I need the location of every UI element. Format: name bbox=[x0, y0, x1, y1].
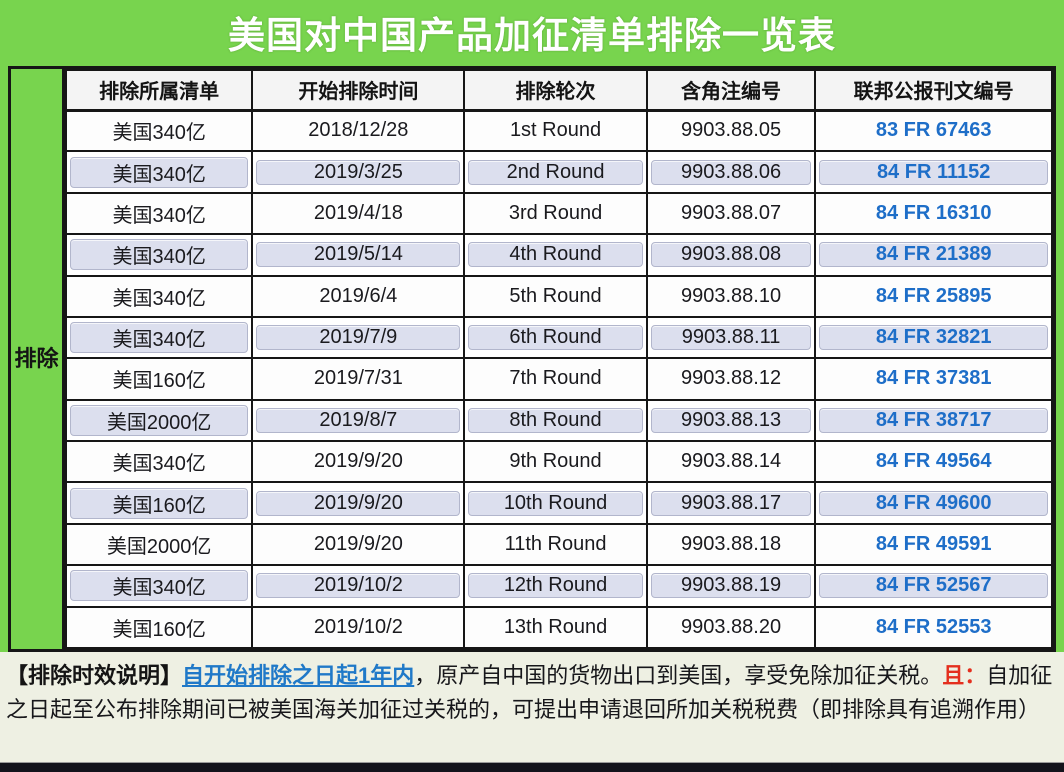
cell-footnote: 9903.88.11 bbox=[645, 315, 817, 360]
table-row: 美国2000亿 2019/8/7 8th Round 9903.88.13 84… bbox=[64, 398, 1053, 443]
table-body: 美国340亿 2018/12/28 1st Round 9903.88.05 8… bbox=[64, 108, 1053, 649]
cell-fr-link[interactable]: 84 FR 11152 bbox=[814, 150, 1053, 194]
cell-fr-link[interactable]: 83 FR 67463 bbox=[814, 108, 1053, 153]
note-body-1: ，原产自中国的货物出口到美国，享受免除加征关税。 bbox=[414, 663, 943, 688]
note-link[interactable]: 自开始排除之日起1年内 bbox=[182, 663, 415, 688]
cell-round: 9th Round bbox=[463, 439, 648, 484]
cell-list: 美国340亿 bbox=[64, 233, 254, 277]
table-row: 美国340亿 2019/4/18 3rd Round 9903.88.07 84… bbox=[64, 191, 1053, 236]
cell-round: 4th Round bbox=[463, 233, 648, 277]
cell-start-date: 2019/3/25 bbox=[251, 150, 466, 194]
page-title: 美国对中国产品加征清单排除一览表 bbox=[228, 15, 836, 56]
cell-footnote: 9903.88.07 bbox=[645, 191, 817, 236]
table-row: 美国160亿 2019/9/20 10th Round 9903.88.17 8… bbox=[64, 481, 1053, 525]
header-row: 排除所属清单 开始排除时间 排除轮次 含角注编号 联邦公报刊文编号 bbox=[64, 69, 1053, 112]
col-header-fr-number: 联邦公报刊文编号 bbox=[814, 69, 1053, 112]
note-section: 【排除时效说明】自开始排除之日起1年内，原产自中国的货物出口到美国，享受免除加征… bbox=[0, 652, 1064, 762]
cell-footnote: 9903.88.13 bbox=[645, 398, 817, 443]
col-header-list: 排除所属清单 bbox=[64, 69, 254, 112]
cell-footnote: 9903.88.10 bbox=[645, 274, 817, 318]
cell-fr-link[interactable]: 84 FR 49591 bbox=[814, 522, 1053, 567]
cell-fr-link[interactable]: 84 FR 25895 bbox=[814, 274, 1053, 318]
cell-fr-link[interactable]: 84 FR 37381 bbox=[814, 357, 1053, 401]
cell-footnote: 9903.88.08 bbox=[645, 233, 817, 277]
cell-fr-link[interactable]: 84 FR 32821 bbox=[814, 315, 1053, 360]
cell-round: 6th Round bbox=[463, 315, 648, 360]
cell-round: 1st Round bbox=[463, 108, 648, 153]
cell-fr-link[interactable]: 84 FR 38717 bbox=[814, 398, 1053, 443]
cell-footnote: 9903.88.17 bbox=[645, 481, 817, 525]
cell-round: 5th Round bbox=[463, 274, 648, 318]
cell-start-date: 2019/7/9 bbox=[251, 315, 466, 360]
cell-start-date: 2019/9/20 bbox=[251, 522, 466, 567]
cell-start-date: 2019/9/20 bbox=[251, 439, 466, 484]
table-row: 美国340亿 2019/5/14 4th Round 9903.88.08 84… bbox=[64, 233, 1053, 277]
exclusion-table: 排除所属清单 开始排除时间 排除轮次 含角注编号 联邦公报刊文编号 美国340亿… bbox=[64, 69, 1053, 649]
cell-list: 美国340亿 bbox=[64, 274, 254, 318]
table-row: 美国340亿 2018/12/28 1st Round 9903.88.05 8… bbox=[64, 108, 1053, 153]
table-row: 美国340亿 2019/10/2 12th Round 9903.88.19 8… bbox=[64, 564, 1053, 608]
cell-fr-link[interactable]: 84 FR 49600 bbox=[814, 481, 1053, 525]
table-row: 美国340亿 2019/7/9 6th Round 9903.88.11 84 … bbox=[64, 315, 1053, 360]
cell-start-date: 2019/7/31 bbox=[251, 357, 466, 401]
cell-round: 3rd Round bbox=[463, 191, 648, 236]
cell-list: 美国340亿 bbox=[64, 315, 254, 360]
cell-round: 11th Round bbox=[463, 522, 648, 567]
cell-list: 美国2000亿 bbox=[64, 522, 254, 567]
cell-start-date: 2019/6/4 bbox=[251, 274, 466, 318]
cell-list: 美国160亿 bbox=[64, 605, 254, 649]
cell-fr-link[interactable]: 84 FR 21389 bbox=[814, 233, 1053, 277]
cell-start-date: 2019/10/2 bbox=[251, 564, 466, 608]
table-row: 美国340亿 2019/6/4 5th Round 9903.88.10 84 … bbox=[64, 274, 1053, 318]
cell-footnote: 9903.88.14 bbox=[645, 439, 817, 484]
table-row: 美国160亿 2019/7/31 7th Round 9903.88.12 84… bbox=[64, 357, 1053, 401]
cell-footnote: 9903.88.05 bbox=[645, 108, 817, 153]
cell-list: 美国340亿 bbox=[64, 150, 254, 194]
cell-footnote: 9903.88.18 bbox=[645, 522, 817, 567]
cell-list: 美国2000亿 bbox=[64, 398, 254, 443]
col-header-round: 排除轮次 bbox=[463, 69, 648, 112]
cell-round: 8th Round bbox=[463, 398, 648, 443]
cell-list: 美国160亿 bbox=[64, 357, 254, 401]
note-label: 【排除时效说明】 bbox=[6, 663, 183, 688]
cell-list: 美国160亿 bbox=[64, 481, 254, 525]
table-row: 美国340亿 2019/3/25 2nd Round 9903.88.06 84… bbox=[64, 150, 1053, 194]
note-highlight: 且： bbox=[942, 663, 987, 688]
cell-round: 2nd Round bbox=[463, 150, 648, 194]
cell-start-date: 2019/10/2 bbox=[251, 605, 466, 649]
cell-list: 美国340亿 bbox=[64, 439, 254, 484]
col-header-footnote: 含角注编号 bbox=[645, 69, 817, 112]
cell-list: 美国340亿 bbox=[64, 108, 254, 153]
cell-footnote: 9903.88.19 bbox=[645, 564, 817, 608]
bottom-bar bbox=[0, 762, 1064, 772]
cell-fr-link[interactable]: 84 FR 52553 bbox=[814, 605, 1053, 649]
cell-round: 10th Round bbox=[463, 481, 648, 525]
cell-footnote: 9903.88.20 bbox=[645, 605, 817, 649]
table-row: 美国340亿 2019/9/20 9th Round 9903.88.14 84… bbox=[64, 439, 1053, 484]
cell-start-date: 2019/8/7 bbox=[251, 398, 466, 443]
title-banner: 美国对中国产品加征清单排除一览表 bbox=[0, 0, 1064, 64]
table-row: 美国160亿 2019/10/2 13th Round 9903.88.20 8… bbox=[64, 605, 1053, 649]
cell-round: 12th Round bbox=[463, 564, 648, 608]
note-body-2: 自加征之日起至公布排除期间已被美国海关加征过关税的，可提出申请退回所加关税税费（… bbox=[6, 663, 1053, 722]
cell-start-date: 2018/12/28 bbox=[251, 108, 466, 153]
cell-list: 美国340亿 bbox=[64, 564, 254, 608]
table-row: 美国2000亿 2019/9/20 11th Round 9903.88.18 … bbox=[64, 522, 1053, 567]
cell-start-date: 2019/9/20 bbox=[251, 481, 466, 525]
side-category-cell: 排除 bbox=[11, 69, 65, 649]
cell-round: 13th Round bbox=[463, 605, 648, 649]
cell-footnote: 9903.88.12 bbox=[645, 357, 817, 401]
side-label: 排除 bbox=[14, 346, 59, 372]
cell-round: 7th Round bbox=[463, 357, 648, 401]
cell-fr-link[interactable]: 84 FR 52567 bbox=[814, 564, 1053, 608]
cell-start-date: 2019/4/18 bbox=[251, 191, 466, 236]
cell-fr-link[interactable]: 84 FR 49564 bbox=[814, 439, 1053, 484]
cell-footnote: 9903.88.06 bbox=[645, 150, 817, 194]
cell-list: 美国340亿 bbox=[64, 191, 254, 236]
cell-start-date: 2019/5/14 bbox=[251, 233, 466, 277]
col-header-start-date: 开始排除时间 bbox=[251, 69, 466, 112]
cell-fr-link[interactable]: 84 FR 16310 bbox=[814, 191, 1053, 236]
exclusion-table-frame: 排除 排除所属清单 开始排除时间 排除轮次 含角注编号 联邦公报刊文编号 美国3… bbox=[8, 66, 1056, 652]
